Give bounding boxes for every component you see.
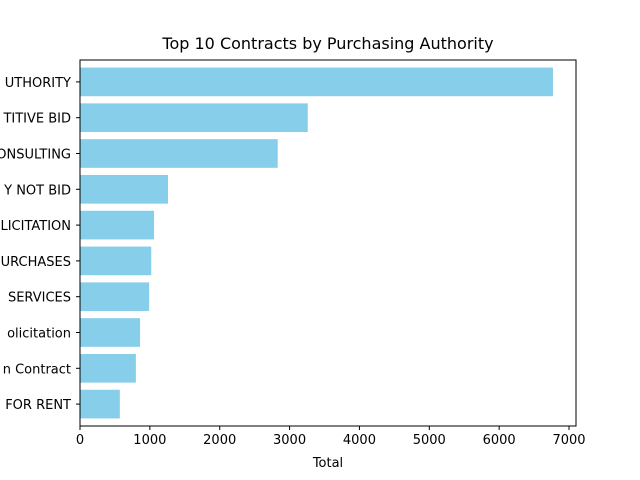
y-tick-label: TITIVE BID [2,112,71,127]
bar [80,318,141,347]
x-tick-label: 7000 [552,433,585,448]
y-tick-label: Y NOT BID [3,183,71,198]
bar [80,246,152,276]
x-tick-label: 5000 [413,433,446,448]
bar [80,282,150,312]
y-tick-label: LICITATION [0,219,71,234]
x-tick-label: 1000 [133,433,166,448]
x-tick-label: 2000 [203,433,236,448]
x-axis-label: Total [312,456,343,471]
y-tick-label: ONSULTING [0,148,71,163]
x-axis: 0 1000 2000 3000 4000 5000 6000 7000 [76,426,586,448]
bars-group [80,67,553,419]
y-tick-label: olicitation [7,327,71,342]
y-axis: UTHORITY TITIVE BID ONSULTING Y NOT BID LICI… [0,76,80,413]
x-tick-label: 0 [76,433,84,448]
x-tick-label: 6000 [483,433,516,448]
y-tick-label: URCHASES [1,255,71,270]
x-tick-label: 4000 [343,433,376,448]
bar [80,174,169,204]
bar [80,389,120,419]
bar [80,139,278,168]
bar [80,210,155,240]
plot-frame [79,59,577,427]
x-tick-label: 3000 [273,433,306,448]
y-tick-label: n Contract [3,362,71,377]
y-tick-label: FOR RENT [5,398,71,413]
y-tick-label: UTHORITY [5,76,71,91]
bar [80,103,308,133]
chart-title: Top 10 Contracts by Purchasing Authority [161,34,493,53]
bar [80,67,553,97]
y-tick-label: SERVICES [8,291,71,306]
bar [80,353,136,383]
